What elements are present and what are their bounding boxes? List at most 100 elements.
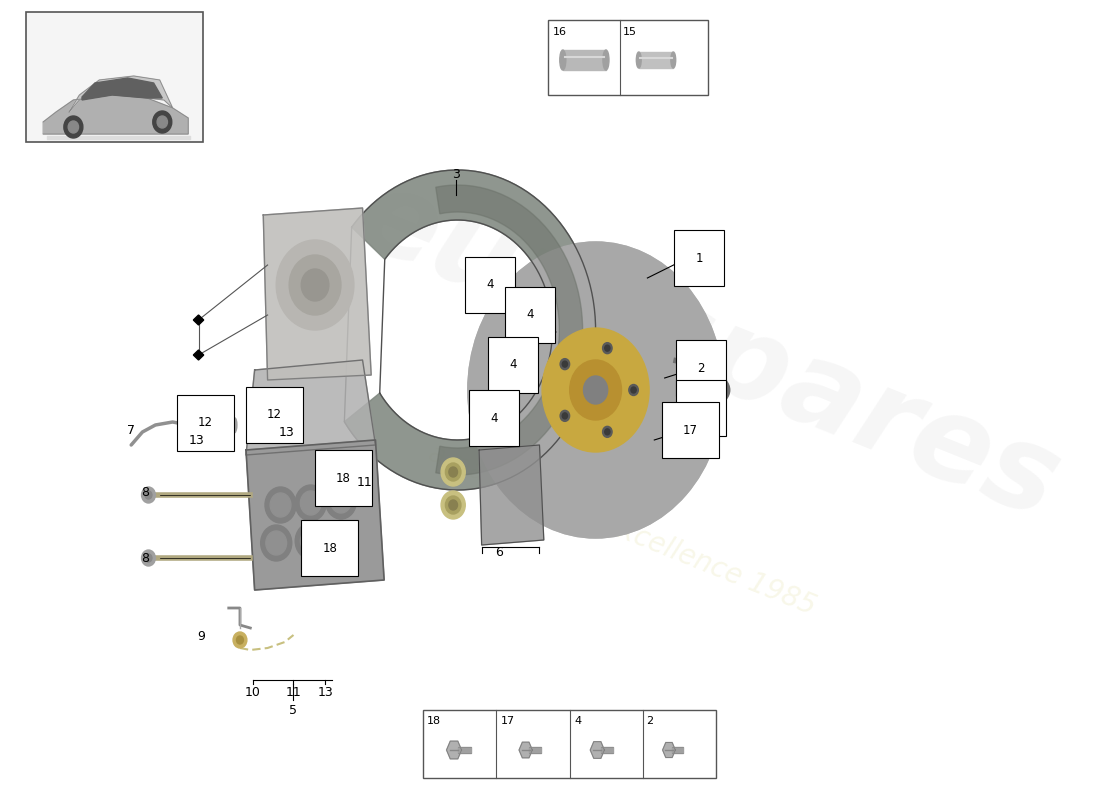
Circle shape [570, 360, 622, 420]
Circle shape [441, 458, 465, 486]
Bar [529, 747, 540, 753]
Text: 5: 5 [289, 703, 297, 717]
Circle shape [542, 328, 649, 452]
Circle shape [236, 636, 243, 644]
Bar [563, 50, 606, 70]
Ellipse shape [671, 52, 675, 68]
Bar [26, 12, 202, 142]
Circle shape [603, 426, 612, 438]
Circle shape [68, 121, 78, 133]
Polygon shape [246, 440, 384, 590]
Polygon shape [263, 208, 371, 380]
Bar [210, 418, 234, 432]
Bar [424, 710, 716, 778]
Circle shape [560, 410, 570, 422]
Ellipse shape [266, 411, 271, 425]
Circle shape [441, 491, 465, 519]
Polygon shape [447, 741, 462, 759]
Circle shape [326, 521, 356, 557]
Circle shape [295, 485, 327, 521]
Polygon shape [194, 315, 204, 325]
Circle shape [300, 529, 321, 553]
Circle shape [266, 531, 287, 555]
Text: 9: 9 [197, 630, 205, 643]
Ellipse shape [603, 50, 609, 70]
Circle shape [631, 387, 636, 393]
Circle shape [145, 554, 152, 562]
Text: 2: 2 [697, 402, 705, 414]
Polygon shape [591, 742, 604, 758]
Circle shape [446, 496, 461, 514]
Ellipse shape [209, 418, 212, 432]
Circle shape [583, 376, 607, 404]
Circle shape [233, 632, 246, 648]
Polygon shape [43, 95, 188, 134]
Text: 1: 1 [695, 251, 703, 265]
Text: 4: 4 [526, 309, 534, 322]
Bar [639, 52, 673, 68]
Circle shape [449, 500, 458, 510]
Circle shape [331, 489, 351, 513]
Circle shape [605, 345, 609, 351]
Circle shape [301, 269, 329, 301]
Text: 12: 12 [267, 409, 282, 422]
Bar [458, 746, 471, 754]
Text: 11: 11 [286, 686, 301, 698]
Text: 2: 2 [697, 362, 705, 374]
Circle shape [142, 487, 155, 503]
Circle shape [605, 429, 609, 435]
Text: 17: 17 [500, 716, 515, 726]
Text: 4: 4 [486, 278, 494, 291]
Text: 13: 13 [318, 686, 333, 698]
Circle shape [153, 111, 172, 133]
Circle shape [326, 483, 356, 519]
Circle shape [289, 255, 341, 315]
Text: 11: 11 [356, 475, 372, 489]
Text: 13: 13 [189, 434, 205, 446]
Text: 18: 18 [337, 471, 351, 485]
Text: 4: 4 [574, 716, 581, 726]
Polygon shape [480, 445, 543, 545]
Polygon shape [436, 185, 583, 475]
Circle shape [562, 413, 568, 419]
Bar [548, 20, 707, 95]
Text: 8: 8 [141, 486, 149, 498]
Circle shape [265, 487, 296, 523]
Text: 8: 8 [141, 551, 149, 565]
Circle shape [629, 385, 638, 395]
Polygon shape [194, 350, 204, 360]
Ellipse shape [233, 418, 236, 432]
Polygon shape [662, 742, 675, 758]
Text: a passion for excellence 1985: a passion for excellence 1985 [424, 439, 820, 621]
Circle shape [157, 116, 167, 128]
Circle shape [142, 550, 155, 566]
Circle shape [562, 361, 568, 367]
Circle shape [295, 523, 327, 559]
Text: 2: 2 [646, 716, 652, 726]
Ellipse shape [560, 50, 565, 70]
Polygon shape [344, 170, 595, 490]
Circle shape [300, 491, 321, 515]
Polygon shape [69, 76, 173, 112]
Circle shape [603, 342, 612, 354]
Polygon shape [519, 742, 532, 758]
Ellipse shape [290, 411, 295, 425]
Text: eurospares: eurospares [340, 157, 1076, 543]
Bar [601, 747, 613, 753]
Text: 10: 10 [245, 686, 261, 698]
Text: 4: 4 [490, 411, 497, 425]
Circle shape [446, 463, 461, 481]
Text: 4: 4 [509, 358, 517, 371]
Circle shape [64, 116, 82, 138]
Polygon shape [82, 78, 163, 100]
Circle shape [261, 525, 292, 561]
Text: 15: 15 [624, 27, 637, 37]
Text: 3: 3 [452, 167, 460, 181]
Circle shape [551, 338, 640, 442]
Text: 18: 18 [427, 716, 441, 726]
Text: 18: 18 [322, 542, 338, 554]
Text: 12: 12 [198, 417, 213, 430]
Circle shape [145, 491, 152, 499]
Circle shape [271, 493, 290, 517]
Ellipse shape [636, 52, 641, 68]
